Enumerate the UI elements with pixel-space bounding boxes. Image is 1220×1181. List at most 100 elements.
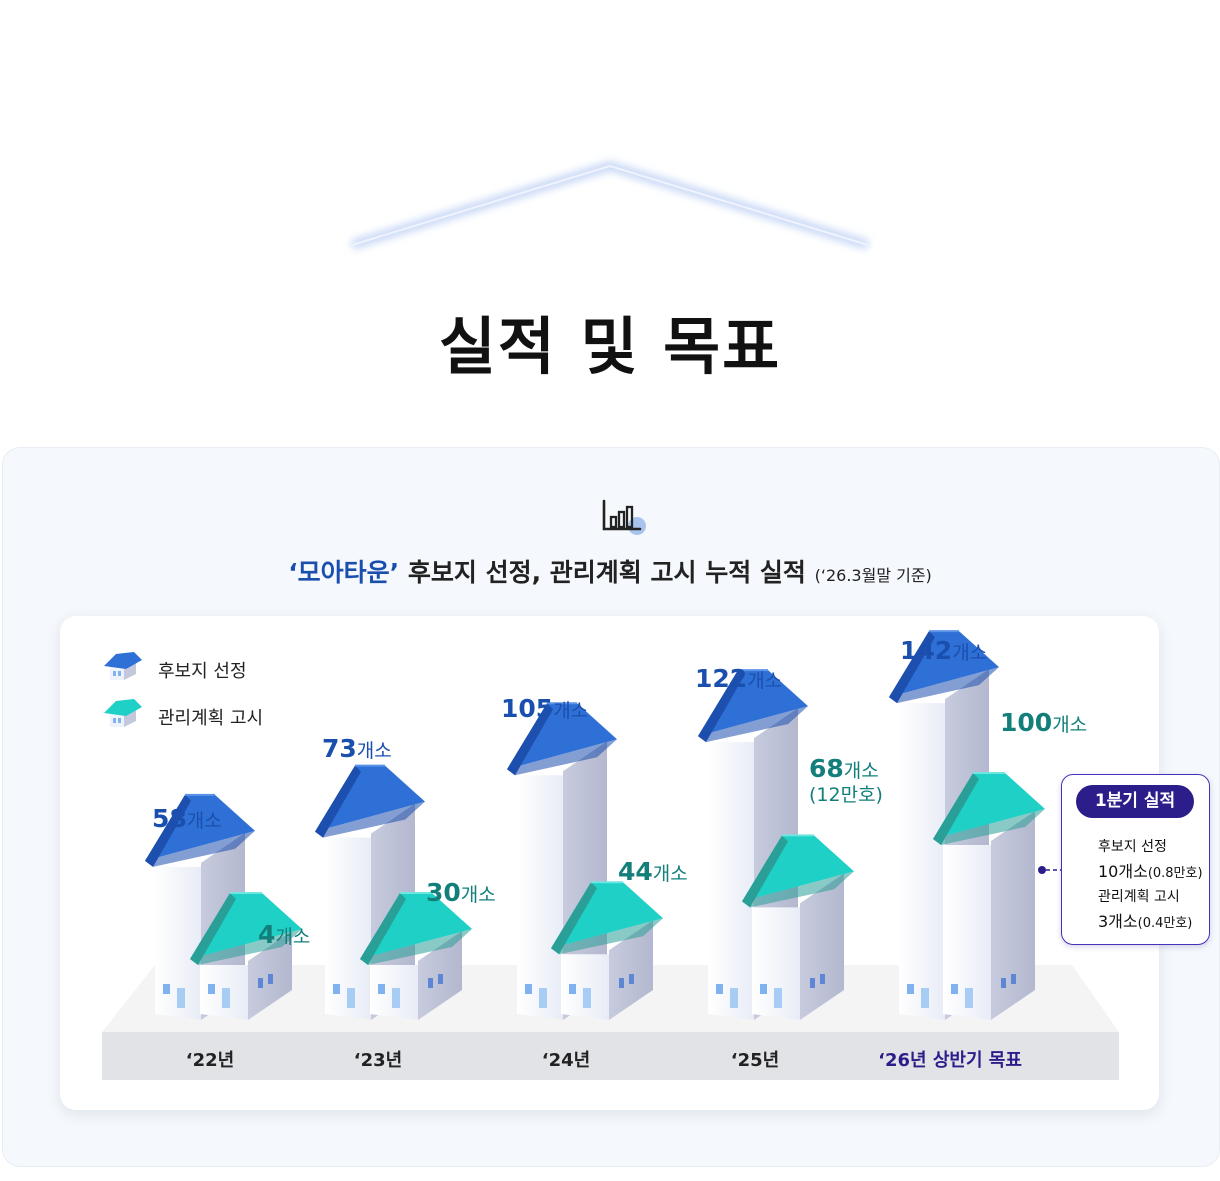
value-note-plan-25: (12만호)	[809, 784, 883, 806]
window	[268, 974, 273, 984]
mini-window	[113, 671, 116, 676]
roof-eave	[360, 929, 472, 965]
quarter-plan-value: 3개소(0.4만호)	[1098, 912, 1193, 931]
legend-label-plan: 관리계획 고시	[158, 708, 264, 729]
roof-top	[145, 794, 255, 861]
building-candidate-24	[507, 702, 617, 1020]
window	[347, 988, 355, 1008]
window	[569, 984, 576, 994]
window	[583, 988, 591, 1008]
value-label-candidate-23: 73개소	[322, 734, 392, 763]
legend-label-candidate: 후보지 선정	[158, 661, 247, 682]
roof-edge	[698, 670, 744, 743]
roof-eave	[507, 739, 617, 776]
window	[258, 978, 263, 988]
bar-chart-icon	[602, 499, 646, 535]
window	[177, 988, 185, 1008]
window	[907, 984, 914, 994]
x-tick-23: ‘23년	[353, 1050, 403, 1071]
x-axis-band	[102, 1032, 1119, 1080]
roof-top	[742, 835, 854, 902]
window	[810, 978, 815, 988]
window	[208, 984, 215, 994]
window	[222, 988, 230, 1008]
window	[951, 984, 958, 994]
value-label-plan-23: 30개소	[426, 878, 496, 907]
callout-connector-dot	[1038, 866, 1046, 874]
window	[716, 984, 723, 994]
value-label-plan-25: 68개소 (12만호)	[809, 754, 883, 806]
window	[378, 984, 385, 994]
mini-front	[110, 713, 124, 727]
building-front	[899, 703, 945, 1020]
roof-edge	[507, 703, 553, 776]
building-plan-26	[933, 772, 1045, 1020]
window	[333, 984, 340, 994]
mini-window	[118, 718, 121, 723]
value-label-candidate-24: 105개소	[501, 694, 589, 723]
window	[163, 984, 170, 994]
roof-edge	[933, 773, 979, 845]
building-side	[609, 920, 653, 1020]
x-tick-22: ‘22년	[185, 1050, 235, 1071]
roof-eave	[551, 918, 663, 955]
roof-eave	[145, 830, 255, 867]
quarter-plan-label: 관리계획 고시	[1098, 889, 1180, 905]
value-label-plan-22: 4개소	[258, 920, 311, 949]
roof-top	[315, 765, 425, 832]
quarter-candidate-label: 후보지 선정	[1098, 839, 1167, 855]
mini-front	[110, 666, 124, 680]
value-label-plan-26: 100개소	[1000, 708, 1088, 737]
roof-top	[698, 670, 808, 737]
building-plan-24	[551, 881, 663, 1020]
roof-eave	[698, 706, 808, 743]
x-tick-26-target: ‘26년 상반기 목표	[878, 1050, 1022, 1071]
quarter-results-callout: 1분기 실적 후보지 선정 10개소(0.8만호) 관리계획 고시 3개소(0.…	[1061, 774, 1210, 945]
building-front	[708, 742, 754, 1020]
value-label-candidate-25: 122개소	[695, 664, 783, 693]
value-label-plan-24: 44개소	[618, 857, 688, 886]
building-front	[561, 954, 609, 1020]
blue-roof-house-icon	[104, 652, 142, 680]
window	[774, 988, 782, 1008]
building-side	[991, 811, 1035, 1020]
mini-window	[113, 718, 116, 723]
value-label-candidate-26: 142개소	[900, 636, 988, 665]
building-plan-22	[190, 892, 302, 1020]
roof-edge	[742, 835, 788, 908]
building-plan-25	[742, 834, 854, 1020]
window	[539, 988, 547, 1008]
heading-highlight: ‘모아타운’	[288, 558, 400, 587]
roof-edge	[315, 765, 361, 838]
window	[965, 988, 973, 1008]
roof-top	[190, 893, 302, 959]
window	[629, 974, 634, 984]
building-front	[325, 837, 371, 1020]
heading-text: 후보지 선정, 관리계획 고시 누적 실적	[399, 558, 806, 587]
window	[619, 978, 624, 988]
roof-line-decoration	[350, 160, 870, 250]
roof-eave	[933, 809, 1045, 845]
building-front	[155, 866, 201, 1020]
window	[921, 988, 929, 1008]
mini-roof	[104, 652, 142, 669]
quarter-candidate-value: 10개소(0.8만호)	[1098, 862, 1203, 881]
mini-roof	[104, 699, 142, 716]
window	[428, 978, 433, 988]
building-plan-23	[360, 892, 472, 1020]
heading-basis-date: (‘26.3월말 기준)	[814, 566, 932, 585]
chart-heading: ‘모아타운’ 후보지 선정, 관리계획 고시 누적 실적 (‘26.3월말 기준…	[0, 553, 1220, 589]
roof-edge	[190, 893, 236, 965]
roof-eave	[742, 871, 854, 908]
page-title: 실적 및 목표	[438, 310, 782, 383]
roof-eave	[190, 929, 302, 965]
mini-window	[118, 671, 121, 676]
roof-edge	[145, 794, 191, 867]
window	[438, 974, 443, 984]
roof-eave	[315, 801, 425, 838]
window	[525, 984, 532, 994]
window	[730, 988, 738, 1008]
building-front	[943, 845, 991, 1020]
roof-top	[933, 773, 1045, 839]
